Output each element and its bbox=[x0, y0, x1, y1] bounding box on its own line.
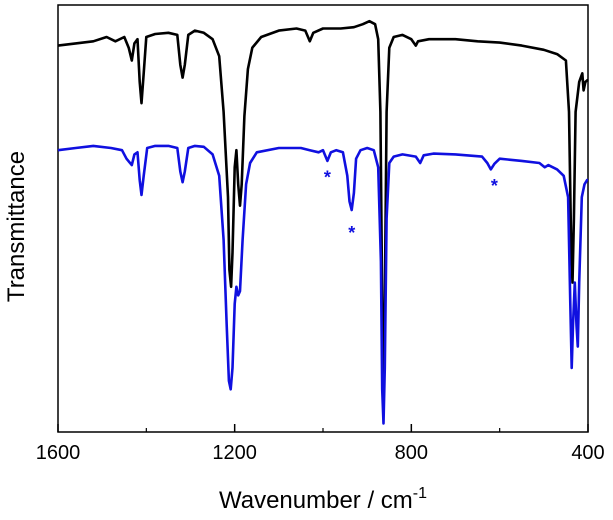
plot-frame bbox=[57, 4, 589, 433]
series-line-2 bbox=[57, 144, 589, 425]
y-axis-title: Transmittance bbox=[3, 151, 30, 302]
x-axis-title-superscript: -1 bbox=[413, 485, 427, 502]
peak-marker-annotation: * bbox=[348, 223, 355, 243]
x-tick-label: 1200 bbox=[212, 442, 257, 464]
x-tick-label: 400 bbox=[571, 442, 604, 464]
x-tick-label: 1600 bbox=[36, 442, 81, 464]
annotations: * * * bbox=[324, 168, 498, 244]
peak-marker-annotation: * bbox=[491, 176, 498, 196]
x-axis-ticks: 1600 1200 800 400 bbox=[36, 424, 605, 464]
x-axis-title: Wavenumber / cm-1 bbox=[219, 485, 427, 514]
x-axis-title-text: Wavenumber / cm bbox=[219, 487, 413, 514]
peak-marker-annotation: * bbox=[324, 168, 331, 188]
series-line-1 bbox=[57, 19, 589, 391]
series-group bbox=[57, 19, 589, 425]
x-tick-label: 800 bbox=[395, 442, 428, 464]
